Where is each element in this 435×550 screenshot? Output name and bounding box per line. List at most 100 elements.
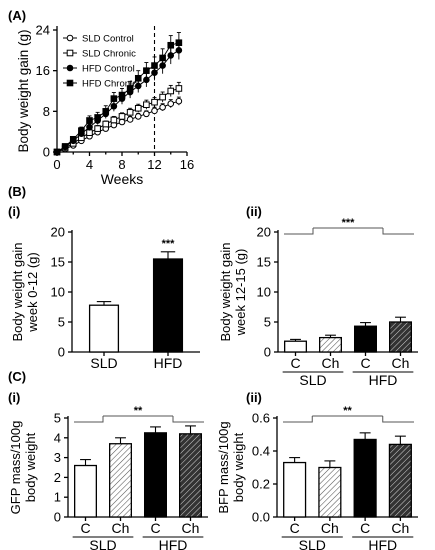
significance-bracket-right (172, 416, 204, 423)
bar (283, 461, 307, 518)
x-tick-label: 4 (86, 157, 93, 172)
y-axis-label-line: body weight (231, 432, 246, 502)
series-line (56, 49, 180, 153)
x-tick-label: Ch (112, 520, 130, 536)
data-point (175, 97, 183, 105)
panel-label-Cii: (ii) (246, 390, 262, 405)
data-point (159, 54, 166, 62)
x-tick-label: C (150, 520, 160, 536)
data-point (143, 67, 150, 74)
significance-bracket-left (284, 228, 314, 235)
data-point (66, 64, 74, 72)
y-axis-label-line: Body weight gain (218, 242, 233, 341)
data-point (66, 79, 74, 87)
x-tick-label: Ch (321, 520, 339, 536)
y-axis-label-line: BFP mass/100g (216, 421, 231, 513)
data-point (134, 113, 142, 120)
y-tick-label: 2 (54, 470, 61, 485)
x-tick-label: 8 (118, 157, 125, 172)
x-axis-label: Weeks (101, 171, 144, 187)
group-label: SLD (299, 537, 326, 550)
group-label: HFD (368, 537, 397, 550)
y-tick-label: 8 (43, 104, 50, 119)
bar (318, 466, 342, 518)
y-tick-label: 0.2 (252, 477, 270, 492)
data-point (69, 135, 77, 143)
significance-label: *** (162, 238, 176, 250)
y-tick-label: 3 (54, 450, 61, 465)
x-tick-label: SLD (90, 355, 117, 371)
data-point (118, 113, 126, 120)
data-point (78, 127, 85, 134)
x-tick-label: 0 (53, 157, 60, 172)
x-tick-label: C (290, 520, 300, 536)
y-tick-label: 5 (264, 315, 271, 330)
y-tick-label: 0 (264, 345, 271, 360)
legend-label: HFD Control (82, 64, 135, 75)
bar (88, 304, 120, 353)
bar (353, 325, 377, 353)
y-axis-label-line: Body weight gain (10, 242, 25, 341)
y-tick-label: 0 (54, 510, 61, 525)
data-point (110, 116, 118, 124)
panel-label-A: (A) (8, 8, 26, 23)
x-tick-label: 12 (147, 157, 161, 172)
data-point (66, 49, 74, 57)
data-point (175, 39, 183, 47)
bar (152, 258, 184, 353)
legend-label: SLD Control (82, 34, 134, 45)
significance-label: ** (343, 405, 352, 417)
data-point (102, 120, 110, 128)
y-tick-label: 5 (54, 411, 61, 426)
panel-label-B: (B) (8, 184, 26, 199)
y-tick-label: 15 (257, 255, 271, 270)
significance-label: *** (342, 217, 356, 229)
bar (388, 321, 412, 353)
bar (178, 433, 202, 518)
y-tick-label: 24 (36, 23, 50, 38)
data-point (167, 87, 175, 95)
data-point (94, 114, 101, 121)
x-tick-label: 16 (180, 157, 194, 172)
y-tick-label: 16 (36, 63, 50, 78)
bar (143, 432, 167, 518)
y-tick-label: 0 (43, 145, 50, 160)
panel-label-Ci: (i) (8, 390, 20, 405)
legend-label: HFD Chronic (82, 79, 137, 90)
panel-label-Bi: (i) (8, 204, 20, 219)
chart-weight-gain-0-12: 0 5 10 15 20 Body weight gain week 0-12 (g) SLD… (10, 225, 200, 371)
legend-label: SLD Chronic (82, 49, 136, 60)
y-tick-label: 15 (51, 255, 65, 270)
chart-weight-gain-over-weeks: 0 8 16 24 0 4 8 12 16 Weeks Body weight gain (g) SL… (16, 23, 194, 188)
group-label: HFD (159, 537, 188, 550)
y-tick-label: 20 (257, 225, 271, 240)
data-point (110, 95, 118, 102)
series-line (56, 42, 180, 153)
data-point (151, 107, 158, 115)
significance-bracket-left (283, 416, 313, 423)
x-tick-label: Ch (182, 520, 200, 536)
panel-label-Bii: (ii) (246, 204, 262, 219)
data-point (94, 125, 101, 132)
x-tick-label: Ch (322, 355, 340, 371)
y-tick-label: 1 (54, 490, 61, 505)
data-point (53, 148, 61, 156)
data-point (86, 117, 93, 124)
y-tick-label: 10 (51, 285, 65, 300)
y-axis-label-line: week 12-15 (g) (233, 249, 248, 337)
group-label: SLD (89, 537, 116, 550)
data-point (86, 123, 93, 131)
x-tick-label: Ch (392, 355, 410, 371)
data-point (126, 109, 134, 116)
data-point (61, 143, 69, 150)
significance-bracket-right (382, 416, 414, 423)
x-tick-label: C (360, 520, 370, 536)
y-tick-label: 4 (54, 430, 61, 445)
y-tick-label: 5 (58, 315, 65, 330)
y-axis-label-line: body weight (23, 432, 38, 502)
y-tick-label: 20 (51, 225, 65, 240)
x-tick-label: C (290, 355, 300, 371)
legend: SLD Control SLD Chronic HFD Control HFD Chr… (63, 34, 137, 90)
